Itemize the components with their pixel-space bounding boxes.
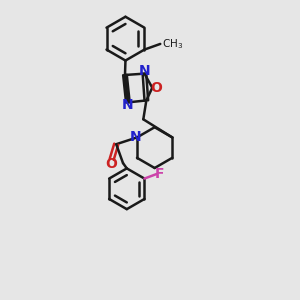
Text: N: N <box>130 130 141 144</box>
Text: N: N <box>139 64 150 78</box>
Text: N: N <box>121 98 133 112</box>
Text: CH$_3$: CH$_3$ <box>162 37 183 51</box>
Text: O: O <box>150 81 162 95</box>
Text: F: F <box>155 167 164 181</box>
Text: O: O <box>105 157 117 171</box>
